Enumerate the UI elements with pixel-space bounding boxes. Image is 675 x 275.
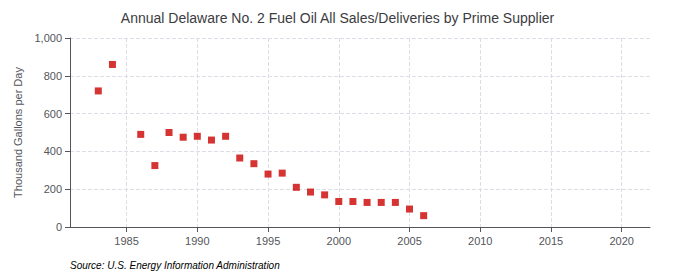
svg-text:2015: 2015: [539, 235, 563, 247]
svg-text:1990: 1990: [185, 235, 209, 247]
svg-text:2000: 2000: [327, 235, 351, 247]
svg-text:400: 400: [44, 145, 62, 157]
svg-text:2005: 2005: [397, 235, 421, 247]
svg-text:1995: 1995: [256, 235, 280, 247]
svg-text:1,000: 1,000: [34, 32, 62, 44]
svg-text:1985: 1985: [114, 235, 138, 247]
svg-text:Annual Delaware No. 2 Fuel Oil: Annual Delaware No. 2 Fuel Oil All Sales…: [121, 10, 555, 26]
svg-text:600: 600: [44, 108, 62, 120]
svg-text:0: 0: [56, 221, 62, 233]
svg-text:2020: 2020: [609, 235, 633, 247]
svg-text:200: 200: [44, 183, 62, 195]
svg-text:2010: 2010: [468, 235, 492, 247]
svg-text:800: 800: [44, 70, 62, 82]
svg-text:Thousand Gallons per Day: Thousand Gallons per Day: [12, 67, 24, 198]
svg-text:Source: U.S. Energy Informatio: Source: U.S. Energy Information Administ…: [70, 260, 280, 271]
